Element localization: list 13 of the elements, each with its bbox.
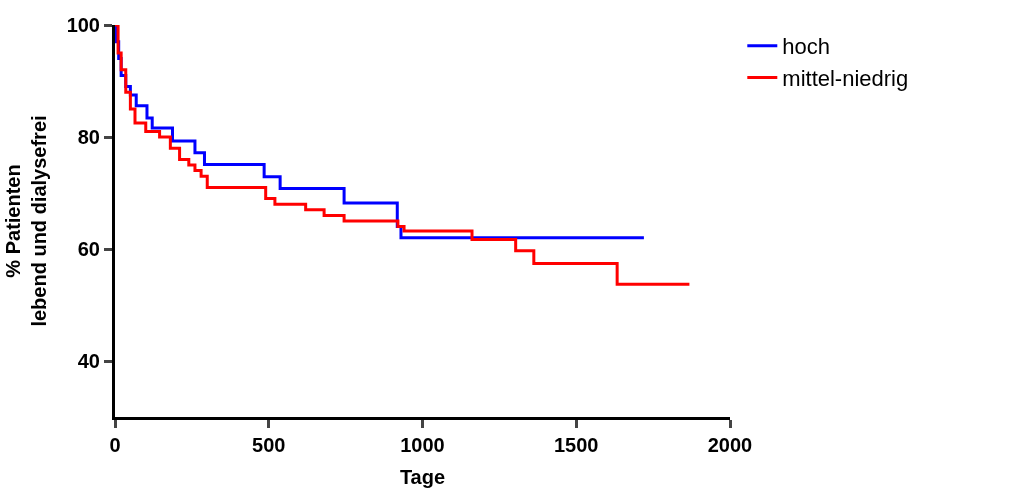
x-tick-label: 0 (109, 434, 121, 456)
y-axis-title: % Patienten lebend und dialysefrei (2, 115, 51, 327)
y-tick-label: 100 (66, 14, 100, 36)
legend-label: hoch (782, 34, 831, 60)
y-tick-label: 40 (77, 350, 100, 372)
y-tick-label: 60 (77, 238, 100, 260)
x-tick-label: 2000 (707, 434, 753, 456)
y-tick-label: 80 (77, 126, 100, 148)
legend-label: mittel-niedrig (782, 65, 909, 91)
x-axis-title: Tage (399, 465, 446, 488)
x-tick-label: 1500 (554, 434, 599, 456)
x-tick-label: 1000 (400, 434, 445, 456)
x-tick-label: 500 (252, 434, 286, 456)
